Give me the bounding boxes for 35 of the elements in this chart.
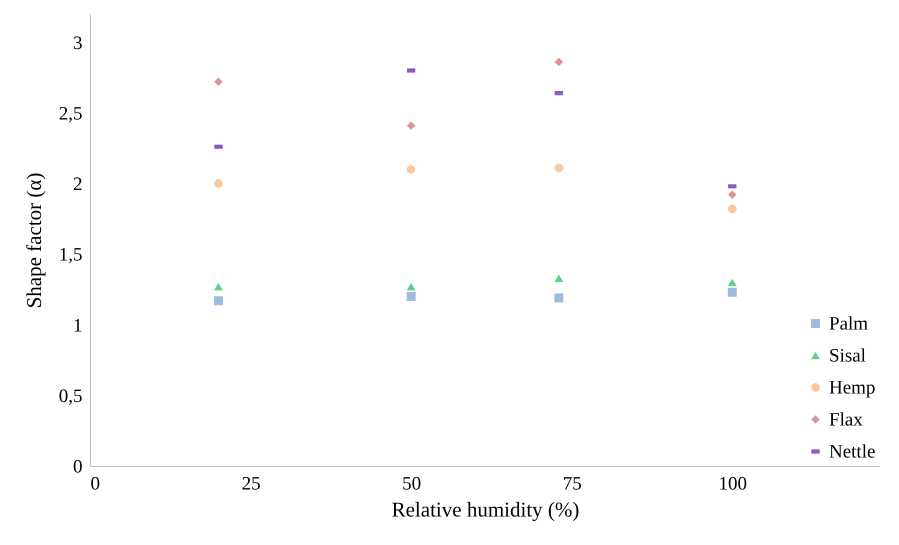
y-tick-label: 1 — [73, 315, 82, 336]
point — [406, 165, 416, 174]
point — [406, 292, 416, 301]
x-tick-label: 50 — [402, 474, 422, 494]
point — [214, 179, 223, 188]
y-tick-label: 0 — [73, 456, 82, 478]
point — [214, 282, 223, 290]
legend-label: Sisal — [829, 346, 866, 366]
point — [406, 282, 416, 290]
point — [214, 78, 223, 86]
point — [728, 204, 737, 214]
x-tick-label: 25 — [242, 474, 261, 494]
point — [728, 288, 737, 297]
y-axis-title: Shape factor (α) — [22, 172, 46, 308]
point — [406, 121, 416, 130]
point — [728, 190, 737, 200]
y-tick-label: 1,5 — [58, 244, 82, 266]
point — [554, 293, 564, 302]
legend-label: Hemp — [829, 378, 876, 398]
point — [214, 296, 223, 306]
y-tick-label: 3 — [73, 32, 82, 54]
point — [554, 164, 564, 172]
legend-label: Palm — [829, 314, 868, 334]
point — [554, 274, 564, 282]
point — [554, 58, 564, 66]
legend-label: Nettle — [829, 442, 876, 462]
point — [728, 278, 737, 286]
x-axis-title: Relative humidity (%) — [392, 498, 580, 522]
y-tick-label: 0,5 — [58, 386, 82, 407]
x-tick-label: 100 — [718, 474, 748, 494]
y-tick-label: 2,5 — [58, 103, 82, 124]
y-tick-label: 2 — [73, 174, 82, 195]
x-tick-label: 0 — [90, 474, 100, 494]
legend-label: Flax — [829, 410, 864, 430]
x-tick-label: 75 — [562, 474, 582, 494]
